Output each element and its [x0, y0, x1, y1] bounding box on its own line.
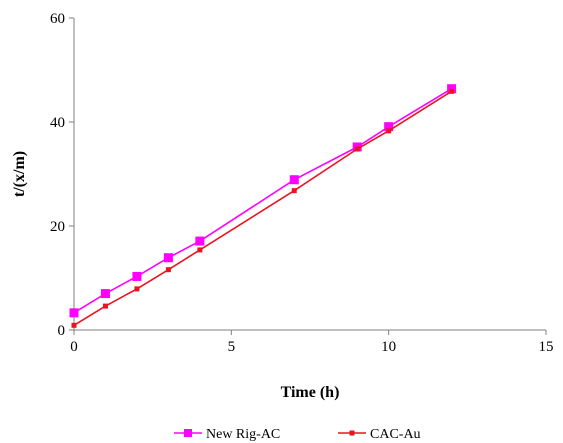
y-tick-label: 20 [50, 219, 65, 235]
x-ticks: 0 5 10 15 [70, 330, 554, 355]
y-ticks: 0 20 40 60 [50, 11, 74, 339]
legend-marker-new-rig-ac [184, 429, 192, 437]
data-point-cac-au [291, 188, 297, 194]
data-point-new-rig-ac [132, 271, 142, 281]
legend-marker-cac-au [349, 430, 355, 436]
data-point-cac-au [102, 303, 108, 309]
series-line-new-rig-ac [73, 88, 453, 314]
x-tick-label: 5 [228, 339, 236, 355]
legend: New Rig-AC CAC-Au [174, 427, 421, 442]
data-point-cac-au [71, 322, 77, 328]
data-point-cac-au [449, 88, 455, 94]
data-point-cac-au [354, 146, 360, 152]
y-tick-label: 60 [50, 11, 65, 27]
legend-label-new-rig-ac: New Rig-AC [206, 427, 280, 442]
legend-item-new-rig-ac: New Rig-AC [174, 427, 280, 442]
data-point-new-rig-ac [195, 236, 205, 246]
series-line-cac-au [73, 90, 453, 326]
series-cac-au [71, 88, 455, 328]
data-point-new-rig-ac [447, 84, 457, 94]
y-tick-label: 40 [50, 115, 65, 131]
series-new-rig-ac [69, 84, 457, 318]
x-tick-label: 0 [70, 339, 78, 355]
plot-area [73, 18, 546, 331]
x-tick-label: 15 [539, 339, 554, 355]
data-point-cac-au [165, 267, 171, 273]
data-point-cac-au [197, 247, 203, 253]
data-point-new-rig-ac [163, 253, 173, 263]
data-point-new-rig-ac [69, 308, 79, 318]
legend-item-cac-au: CAC-Au [338, 427, 421, 442]
data-point-new-rig-ac [100, 289, 110, 299]
legend-label-cac-au: CAC-Au [370, 427, 421, 442]
series-layer [69, 84, 457, 328]
x-tick-label: 10 [381, 339, 396, 355]
y-tick-label: 0 [58, 323, 66, 339]
x-axis-title: Time (h) [281, 384, 340, 401]
data-point-new-rig-ac [384, 122, 394, 132]
data-point-new-rig-ac [289, 175, 299, 185]
y-axis-title: t/(x/m) [11, 151, 28, 197]
data-point-cac-au [386, 128, 392, 134]
data-point-cac-au [134, 286, 140, 292]
